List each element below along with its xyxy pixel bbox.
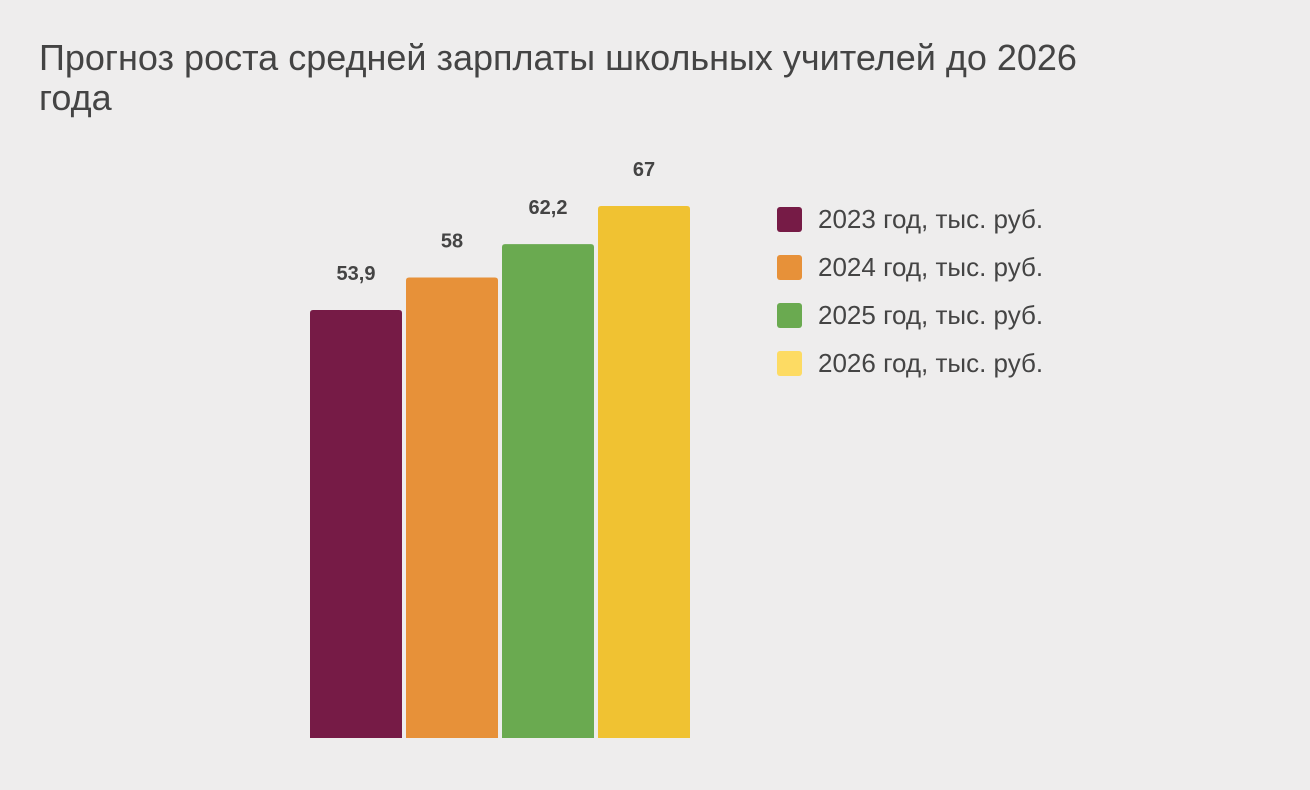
legend-label: 2024 год, тыс. руб. xyxy=(818,251,1044,282)
bars-group xyxy=(310,206,690,738)
legend-swatch xyxy=(777,254,802,280)
data-label-3: 62,2 xyxy=(529,197,568,219)
data-label-1: 53,9 xyxy=(337,263,376,285)
bar-1[interactable] xyxy=(310,310,402,738)
legend-label: 2023 год, тыс. руб. xyxy=(818,203,1044,234)
legend-swatch xyxy=(777,302,802,328)
legend: 2023 год, тыс. руб. 2024 год, тыс. руб. … xyxy=(777,195,1043,387)
legend-swatch xyxy=(777,206,802,232)
chart-title: Прогноз роста средней зарплаты школьных … xyxy=(39,37,1077,118)
data-label-4: 67 xyxy=(633,159,655,181)
legend-item-2024[interactable]: 2024 год, тыс. руб. xyxy=(777,243,1043,291)
legend-item-2023[interactable]: 2023 год, тыс. руб. xyxy=(777,195,1043,243)
bar-2[interactable] xyxy=(406,277,498,738)
legend-label: 2026 год, тыс. руб. xyxy=(818,347,1044,378)
legend-swatch xyxy=(777,350,802,376)
bar-3[interactable] xyxy=(502,244,594,738)
legend-label: 2025 год, тыс. руб. xyxy=(818,299,1044,330)
data-labels-group: 53,9 58 62,2 67 xyxy=(337,159,656,285)
legend-item-2026[interactable]: 2026 год, тыс. руб. xyxy=(777,339,1043,387)
bar-4[interactable] xyxy=(598,206,690,738)
legend-item-2025[interactable]: 2025 год, тыс. руб. xyxy=(777,291,1043,339)
data-label-2: 58 xyxy=(441,230,463,252)
